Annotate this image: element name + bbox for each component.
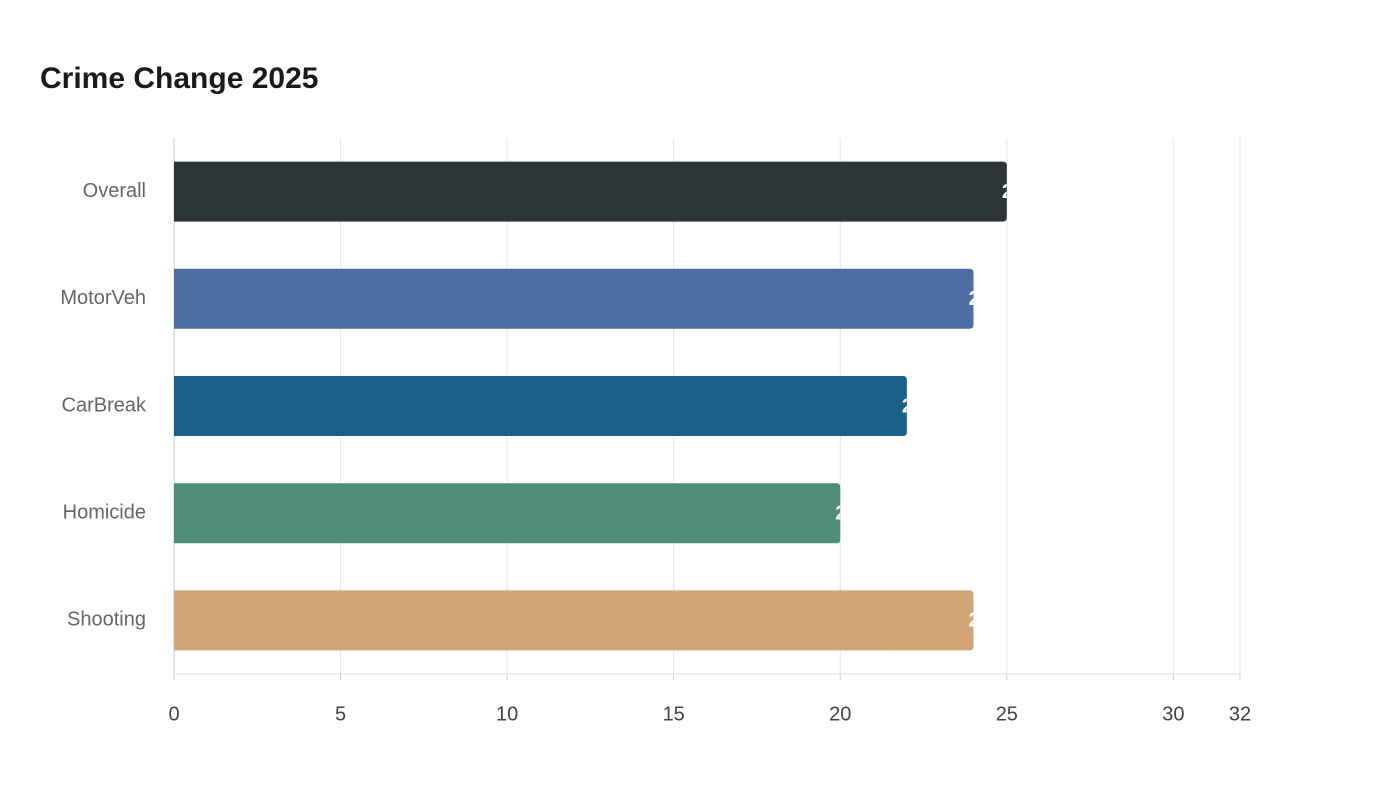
y-tick-label: CarBreak: [62, 394, 147, 416]
y-tick-label: Homicide: [63, 501, 146, 523]
bar: [174, 268, 974, 329]
value-label: 20: [835, 502, 857, 524]
x-tick-label: 25: [996, 703, 1018, 725]
y-tick-label: MotorVeh: [60, 287, 146, 309]
value-label: 25: [1002, 181, 1024, 203]
value-label: 22: [902, 395, 924, 417]
value-label: 24: [969, 288, 992, 310]
x-tick-label: 20: [829, 703, 851, 725]
bar: [174, 161, 1007, 222]
value-label: 24: [969, 610, 992, 632]
chart-title: Crime Change 2025: [40, 62, 318, 95]
bar: [174, 590, 974, 651]
x-tick-label: 30: [1162, 703, 1184, 725]
y-tick-label: Shooting: [67, 609, 146, 631]
x-tick-label: 15: [663, 703, 685, 725]
y-tick-label: Overall: [83, 180, 146, 202]
x-tick-label: 5: [335, 703, 346, 725]
x-tick-label: 32: [1229, 703, 1251, 725]
bar: [174, 376, 907, 436]
x-tick-label: 0: [168, 703, 179, 725]
x-tick-label: 10: [496, 703, 518, 725]
bar: [174, 483, 841, 544]
